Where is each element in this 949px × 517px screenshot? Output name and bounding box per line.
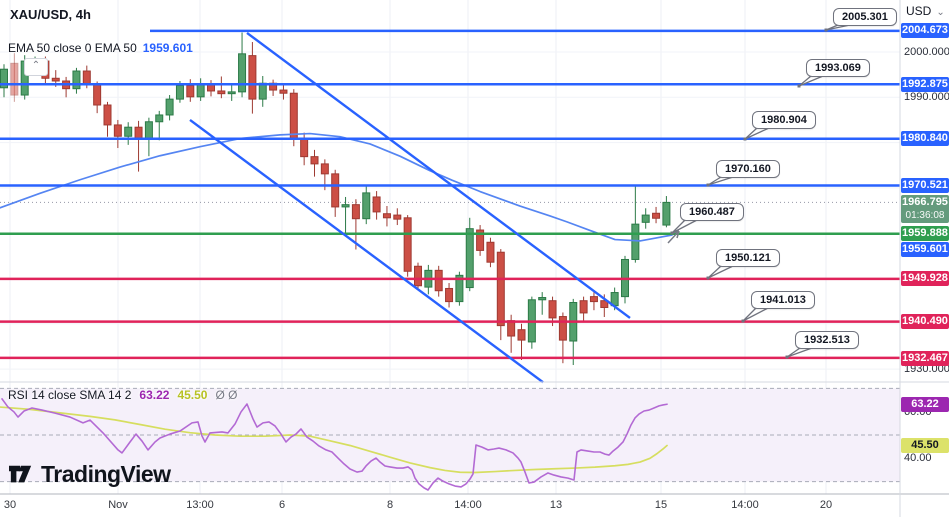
- price-axis-badge: 1992.875: [901, 76, 949, 92]
- collapse-pane-button[interactable]: ⌃: [24, 58, 48, 76]
- price-axis-badge: 1932.467: [901, 350, 949, 366]
- time-axis-label: 8: [386, 499, 394, 511]
- price-callout-label[interactable]: 2005.301: [833, 8, 897, 26]
- price-axis-badge: 1970.521: [901, 178, 949, 194]
- tradingview-logo-icon: [9, 465, 32, 482]
- price-callout-label[interactable]: 1980.904: [752, 111, 816, 129]
- rsi-indicator-legend[interactable]: RSI 14 close SMA 14 2 63.22 45.50 Ø Ø: [8, 388, 237, 402]
- price-axis-badge: 1959.888: [901, 226, 949, 242]
- time-axis-label: 13:00: [186, 499, 214, 511]
- chevron-down-icon: ⌄: [936, 7, 945, 18]
- ema-indicator-legend[interactable]: EMA 50 close 0 EMA 50 1959.601: [8, 41, 193, 55]
- price-axis-tick: 1930.000: [904, 363, 949, 376]
- last-price-badge: 1966.795 01:36:08: [901, 195, 949, 224]
- price-axis-badge: 45.50: [901, 438, 949, 453]
- price-axis-badge: 1980.840: [901, 131, 949, 147]
- ema-legend-label: EMA 50 close 0 EMA 50: [8, 41, 137, 55]
- rsi-sma-value: 45.50: [177, 388, 208, 402]
- time-axis-label: 13: [549, 499, 563, 511]
- price-axis-badge: 2004.673: [901, 23, 949, 39]
- price-axis-tick: 40.00: [904, 452, 932, 465]
- price-axis-badge: 1959.601: [901, 242, 949, 257]
- symbol-title[interactable]: XAU/USD, 4h: [10, 7, 91, 22]
- time-axis-label: 14:00: [454, 499, 482, 511]
- price-callout-label[interactable]: 1970.160: [716, 160, 780, 178]
- price-axis-tick: 2000.000: [904, 46, 949, 58]
- price-callout-label[interactable]: 1993.069: [806, 59, 870, 77]
- time-axis-label: 15: [654, 499, 668, 511]
- rsi-empty-values: Ø Ø: [215, 388, 238, 402]
- time-axis-label: 20: [819, 499, 833, 511]
- time-axis-label: 6: [278, 499, 286, 511]
- price-axis-tick: 1990.000: [904, 91, 949, 104]
- chevron-up-icon: ⌃: [31, 60, 41, 71]
- price-axis-badge: 1949.928: [901, 271, 949, 287]
- price-axis-badge: 1940.490: [901, 314, 949, 330]
- price-callout-label[interactable]: 1932.513: [795, 331, 859, 349]
- price-callout-label[interactable]: 1950.121: [716, 249, 780, 267]
- rsi-legend-label: RSI 14 close SMA 14 2: [8, 388, 132, 402]
- bar-countdown: 01:36:08: [905, 210, 945, 222]
- tradingview-logo-text: TradingView: [41, 461, 171, 487]
- price-callout-label[interactable]: 1960.487: [680, 203, 744, 221]
- tradingview-logo[interactable]: TradingView: [8, 461, 171, 488]
- price-axis-badge: 63.22: [901, 396, 949, 412]
- time-axis-label: Nov: [108, 499, 128, 511]
- price-callout-label[interactable]: 1941.013: [751, 291, 815, 309]
- time-axis-label: 14:00: [731, 499, 759, 511]
- rsi-value: 63.22: [139, 388, 170, 402]
- last-price-value: 1966.795: [902, 196, 948, 209]
- ema-value: 1959.601: [142, 41, 193, 55]
- currency-selector[interactable]: USD ⌄: [906, 4, 945, 18]
- time-axis-label: 30: [3, 499, 17, 511]
- currency-label: USD: [906, 4, 932, 18]
